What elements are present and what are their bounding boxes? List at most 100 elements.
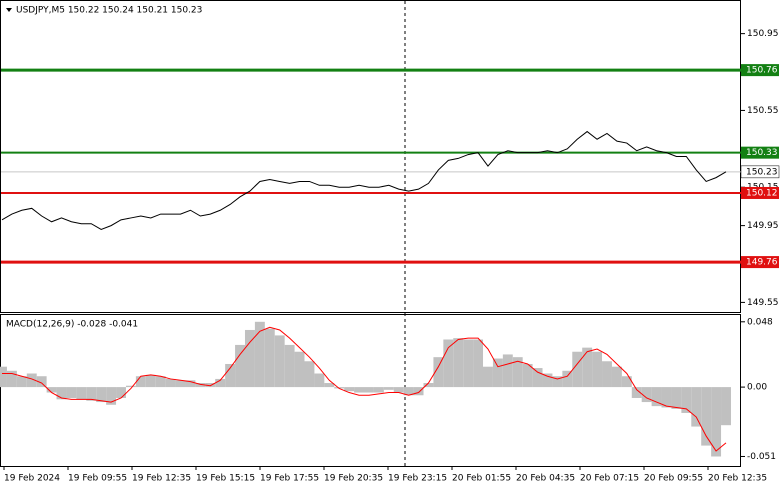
x-tick-label: 20 Feb 09:55: [644, 474, 703, 484]
macd-bar: [155, 376, 166, 388]
macd-title: MACD(12,26,9) -0.028 -0.041: [6, 320, 138, 330]
x-tick-label: 20 Feb 01:55: [452, 474, 511, 484]
y-tick-label: 0.00: [747, 383, 767, 393]
macd-bar: [16, 376, 27, 388]
macd-bar: [572, 351, 583, 388]
macd-bar: [701, 387, 712, 446]
macd-bar: [423, 383, 434, 388]
level-label: 150.76: [746, 66, 778, 76]
last-price-box: [740, 165, 780, 179]
macd-bar: [711, 387, 722, 457]
macd-bar: [473, 339, 484, 388]
macd-bar: [453, 338, 464, 388]
macd-bar: [235, 344, 245, 388]
macd-bar: [611, 366, 622, 388]
y-tick-label: 0.048: [747, 317, 773, 327]
last-price-label: 150.23: [746, 167, 778, 177]
macd-bar: [661, 387, 672, 408]
macd-bar: [165, 378, 176, 388]
macd-bar: [542, 373, 553, 388]
macd-bar: [433, 357, 444, 388]
macd-bar: [354, 387, 364, 393]
macd-bar: [96, 387, 107, 403]
x-tick-label: 19 Feb 2024: [4, 474, 60, 484]
macd-bar: [0, 366, 7, 388]
x-tick-label: 19 Feb 17:55: [260, 474, 319, 484]
macd-bar: [274, 335, 285, 388]
y-tick-label: -0.051: [747, 452, 776, 462]
macd-bar: [125, 385, 136, 388]
macd-bar: [691, 387, 702, 427]
macd-bar: [215, 378, 226, 388]
macd-bar: [244, 329, 255, 388]
macd-bar: [562, 370, 573, 388]
x-tick-label: 20 Feb 12:35: [708, 474, 767, 484]
macd-bar: [264, 328, 275, 388]
level-label: 150.12: [746, 188, 778, 198]
macd-bar: [602, 361, 612, 388]
macd-bar: [334, 387, 345, 389]
macd-bar: [225, 363, 236, 388]
macd-bar: [56, 387, 67, 400]
level-label: 150.33: [746, 148, 778, 158]
macd-bar: [512, 357, 523, 388]
macd-bar: [364, 387, 374, 393]
macd-bar: [175, 380, 186, 388]
macd-bar: [443, 339, 454, 388]
macd-bar: [492, 358, 503, 388]
macd-bar: [582, 347, 593, 388]
macd-bar: [532, 368, 543, 388]
macd-bar: [483, 366, 493, 388]
macd-bar: [6, 370, 17, 388]
y-tick-label: 150.55: [747, 106, 779, 116]
macd-bar: [46, 387, 57, 393]
macd-bar: [145, 374, 156, 388]
macd-bar: [205, 383, 216, 388]
macd-bar: [86, 387, 97, 401]
macd-bar: [502, 354, 513, 388]
macd-bar: [721, 387, 731, 426]
x-tick-label: 20 Feb 07:15: [580, 474, 639, 484]
macd-bar: [304, 361, 315, 388]
level-label: 149.76: [746, 258, 778, 268]
macd-bar: [195, 383, 206, 388]
macd-bar: [552, 376, 563, 388]
level-label-box: [741, 186, 779, 199]
price-title: USDJPY,M5 150.22 150.24 150.21 150.23: [16, 6, 202, 16]
macd-bar: [324, 383, 335, 388]
dropdown-icon: [6, 8, 12, 12]
macd-bar: [185, 380, 196, 388]
y-tick-label: 149.95: [747, 221, 779, 231]
macd-bar: [254, 321, 265, 388]
macd-bar: [26, 373, 37, 388]
macd-bar: [631, 387, 642, 398]
macd-bar: [106, 387, 117, 405]
macd-bar: [522, 363, 533, 388]
y-tick-label: 149.55: [747, 298, 779, 308]
macd-bar: [592, 351, 603, 388]
macd-bar: [463, 339, 474, 388]
price-line: [1, 130, 727, 231]
macd-bar: [413, 387, 424, 396]
macd-panel: [0, 314, 741, 467]
macd-bar: [621, 376, 632, 388]
macd-bar: [294, 351, 305, 388]
macd-bar: [671, 387, 682, 409]
macd-bar: [116, 387, 126, 398]
macd-bar: [393, 387, 404, 393]
macd-bar: [373, 387, 384, 393]
macd-bar: [651, 387, 662, 407]
y-tick-label: 150.95: [747, 29, 779, 39]
x-tick-label: 19 Feb 09:55: [68, 474, 127, 484]
macd-bar: [403, 387, 414, 396]
macd-bar: [641, 387, 652, 403]
macd-bar: [681, 387, 692, 413]
x-tick-label: 19 Feb 12:35: [132, 474, 191, 484]
x-tick-label: 19 Feb 20:35: [324, 474, 383, 484]
price-panel: [0, 0, 741, 313]
macd-bar: [135, 376, 146, 388]
x-tick-label: 20 Feb 04:35: [516, 474, 575, 484]
macd-bar: [36, 376, 47, 388]
macd-bar: [344, 387, 355, 392]
